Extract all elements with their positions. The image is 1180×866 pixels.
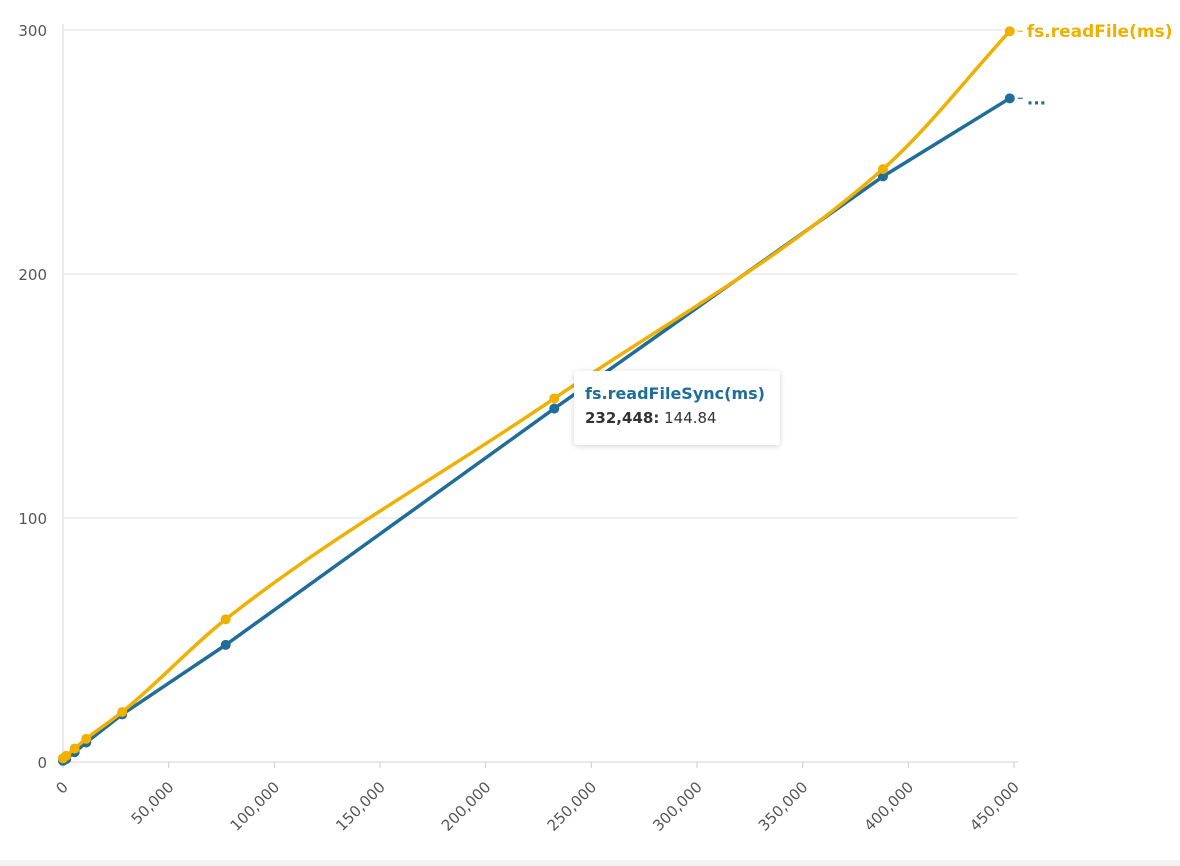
grid-lines [63, 29, 1018, 519]
data-point[interactable] [220, 614, 231, 625]
series-0 [58, 93, 1015, 766]
y-tick-label: 0 [37, 754, 47, 772]
tooltip-y-value: 144.84 [664, 409, 717, 427]
series-line [61, 96, 1012, 763]
x-tick-label: 50,000 [128, 778, 178, 828]
data-point[interactable] [81, 733, 92, 744]
data-point[interactable] [549, 393, 560, 404]
x-tick-label: 250,000 [544, 778, 601, 835]
data-point[interactable] [549, 403, 560, 414]
data-point[interactable] [220, 639, 231, 650]
tooltip-series-name: fs.readFileSync(ms) [585, 384, 765, 403]
x-tick-label: 100,000 [227, 778, 284, 835]
data-point[interactable] [117, 706, 128, 717]
series-end-label: ... [1027, 89, 1046, 109]
y-tick-label: 200 [18, 266, 47, 284]
data-point[interactable] [61, 750, 72, 761]
series-1 [58, 26, 1015, 764]
x-tick-label: 200,000 [438, 778, 495, 835]
y-axis-tick-labels: 0 100 200 300 [18, 22, 47, 772]
data-point[interactable] [1004, 26, 1015, 37]
series-layer [58, 26, 1015, 766]
series-end-label: fs.readFile(ms) [1027, 22, 1173, 42]
data-tooltip: fs.readFileSync(ms) 232,448: 144.84 [574, 371, 780, 445]
data-point[interactable] [877, 171, 888, 182]
x-axis-tick-labels: 0 50,000 100,000 150,000 200,000 250,000 300,0… [52, 778, 1022, 835]
x-tick-label: 350,000 [755, 778, 812, 835]
data-point[interactable] [69, 743, 80, 754]
series-end-labels: ... fs.readFile(ms) [1017, 22, 1173, 109]
series-line [61, 29, 1012, 761]
data-point[interactable] [1004, 93, 1015, 104]
x-tick-label: 400,000 [861, 778, 918, 835]
y-tick-label: 300 [18, 22, 47, 40]
x-tick-label: 150,000 [332, 778, 389, 835]
x-tick-label: 0 [52, 778, 71, 797]
bottom-strip [0, 860, 1180, 866]
y-tick-label: 100 [18, 510, 47, 528]
tooltip-x-label: 232,448: [585, 409, 660, 427]
tooltip-value-row: 232,448: 144.84 [585, 409, 769, 427]
data-point[interactable] [877, 164, 888, 175]
x-tick-label: 300,000 [649, 778, 706, 835]
x-tick-label: 450,000 [966, 778, 1023, 835]
